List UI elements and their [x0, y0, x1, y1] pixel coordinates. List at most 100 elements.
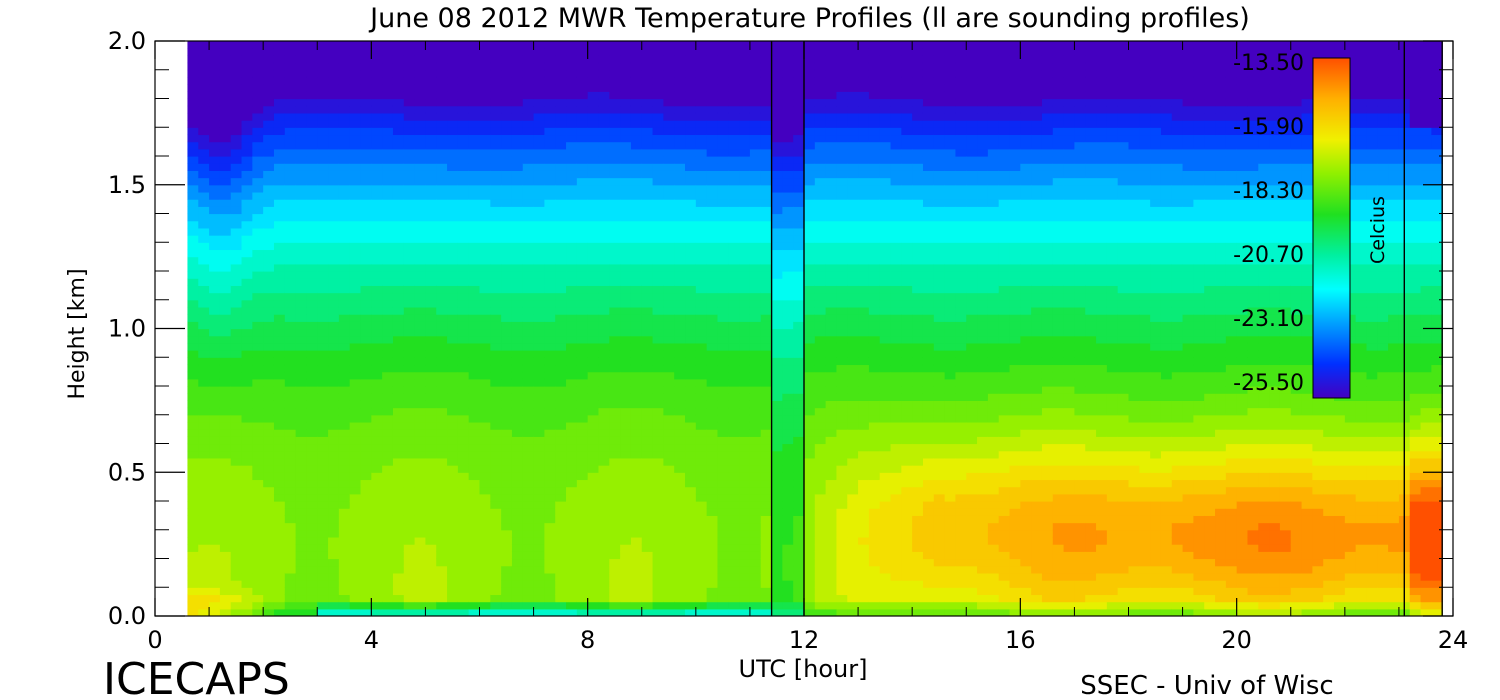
heatmap-cell	[674, 472, 686, 481]
heatmap-cell	[533, 501, 545, 509]
heatmap-cell	[749, 457, 762, 466]
heatmap-cell	[825, 48, 838, 56]
heatmap-cell	[360, 357, 372, 366]
heatmap-cell	[760, 407, 773, 416]
heatmap-cell	[609, 84, 621, 92]
heatmap-cell	[620, 134, 632, 143]
heatmap-cell	[695, 493, 708, 502]
heatmap-cell	[447, 278, 459, 286]
heatmap-cell	[209, 170, 221, 179]
heatmap-cell	[847, 156, 859, 164]
heatmap-cell	[533, 350, 545, 358]
heatmap-cell	[468, 256, 481, 265]
heatmap-cell	[825, 227, 838, 236]
heatmap-cell	[241, 443, 253, 452]
heatmap-cell	[187, 48, 199, 56]
heatmap-cell	[544, 48, 556, 56]
heatmap-cell	[836, 501, 848, 509]
heatmap-cell	[814, 91, 827, 100]
heatmap-cell	[425, 120, 437, 128]
heatmap-cell	[760, 134, 773, 143]
heatmap-cell	[739, 134, 751, 143]
heatmap-cell	[284, 120, 297, 128]
heatmap-cell	[555, 163, 567, 171]
heatmap-cell	[403, 213, 416, 222]
heatmap-cell	[252, 328, 264, 337]
heatmap-cell	[338, 465, 351, 473]
heatmap-cell	[739, 493, 751, 502]
heatmap-cell	[695, 148, 708, 157]
heatmap-cell	[836, 443, 848, 452]
heatmap-cell	[555, 493, 567, 502]
heatmap-cell	[501, 213, 513, 222]
heatmap-cell	[436, 127, 448, 136]
heatmap-cell	[566, 84, 578, 92]
heatmap-cell	[436, 76, 448, 85]
heatmap-cell	[209, 371, 221, 380]
heatmap-cell	[825, 515, 838, 524]
heatmap-cell	[739, 84, 751, 92]
heatmap-cell	[360, 350, 372, 358]
heatmap-cell	[511, 141, 524, 150]
heatmap-cell	[338, 55, 351, 64]
heatmap-cell	[403, 450, 416, 459]
heatmap-cell	[814, 62, 827, 71]
heatmap-cell	[566, 407, 578, 416]
heatmap-cell	[728, 105, 740, 114]
heatmap-cell	[436, 242, 448, 251]
heatmap-cell	[403, 493, 416, 502]
heatmap-cell	[349, 127, 362, 136]
heatmap-cell	[620, 572, 632, 581]
heatmap-cell	[706, 177, 719, 186]
heatmap-cell	[241, 177, 253, 186]
heatmap-cell	[252, 249, 264, 258]
heatmap-cell	[706, 112, 719, 121]
heatmap-cell	[814, 342, 827, 351]
heatmap-cell	[501, 191, 513, 200]
heatmap-cell	[371, 199, 383, 207]
heatmap-cell	[511, 285, 524, 294]
heatmap-cell	[490, 163, 502, 171]
heatmap-cell	[566, 342, 578, 351]
heatmap-cell	[436, 465, 448, 473]
heatmap-cell	[522, 443, 535, 452]
heatmap-cell	[263, 314, 275, 322]
heatmap-cell	[468, 91, 481, 100]
heatmap-cell	[382, 55, 394, 64]
heatmap-cell	[317, 62, 329, 71]
heatmap-cell	[630, 227, 643, 236]
heatmap-cell	[209, 41, 221, 49]
heatmap-cell	[587, 450, 600, 459]
heatmap-cell	[414, 357, 427, 366]
heatmap-cell	[674, 48, 686, 56]
heatmap-cell	[252, 299, 264, 308]
heatmap-cell	[382, 342, 394, 351]
heatmap-cell	[566, 55, 578, 64]
heatmap-cell	[284, 580, 297, 588]
heatmap-cell	[576, 551, 589, 560]
heatmap-cell	[382, 235, 394, 243]
heatmap-cell	[382, 48, 394, 56]
heatmap-cell	[587, 112, 600, 121]
heatmap-cell	[252, 170, 264, 179]
heatmap-cell	[598, 55, 610, 64]
heatmap-cell	[641, 364, 654, 373]
heatmap-cell	[360, 235, 372, 243]
heatmap-cell	[641, 371, 654, 380]
heatmap-cell	[804, 148, 816, 157]
heatmap-cell	[252, 465, 264, 473]
heatmap-cell	[598, 91, 610, 100]
heatmap-cell	[457, 127, 470, 136]
heatmap-cell	[576, 342, 589, 351]
heatmap-cell	[620, 213, 632, 222]
heatmap-cell	[544, 263, 556, 272]
heatmap-cell	[793, 350, 805, 358]
heatmap-cell	[587, 120, 600, 128]
heatmap-cell	[479, 199, 491, 207]
heatmap-cell	[598, 486, 610, 495]
heatmap-cell	[522, 536, 535, 545]
heatmap-cell	[241, 429, 253, 437]
heatmap-cell	[187, 608, 199, 616]
heatmap-cell	[609, 184, 621, 193]
heatmap-cell	[447, 156, 459, 164]
